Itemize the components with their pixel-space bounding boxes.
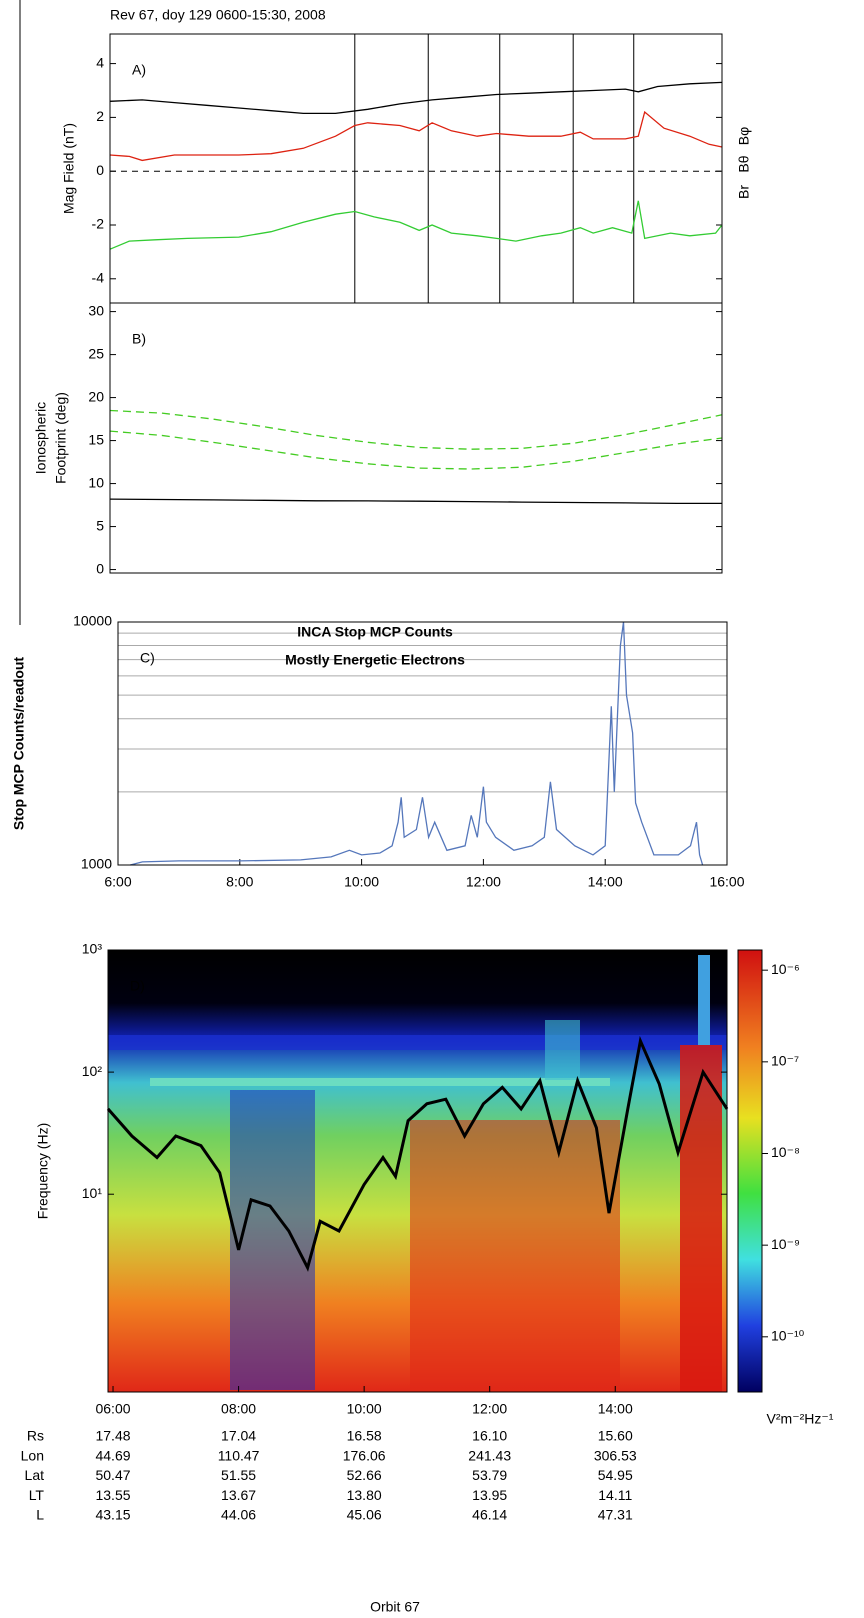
spectrogram — [108, 950, 727, 1392]
row-value: 54.95 — [598, 1467, 633, 1483]
series-line — [109, 81, 723, 115]
series-line — [109, 430, 723, 470]
row-label: Rs — [27, 1428, 44, 1444]
row-value: 46.14 — [472, 1507, 507, 1523]
colorbar-tick-label: 10⁻⁸ — [771, 1144, 800, 1160]
row-value: 14.11 — [598, 1487, 632, 1503]
colorbar-tick-label: 10⁻⁷ — [771, 1053, 799, 1069]
colorbar-label: V²m⁻²Hz⁻¹ — [767, 1411, 834, 1427]
plot-frame — [107, 949, 728, 1393]
row-value: 15.60 — [598, 1428, 633, 1444]
colorbar-tick-label: 10⁻⁶ — [771, 961, 800, 977]
row-label: L — [36, 1507, 44, 1523]
row-value: 44.06 — [221, 1507, 256, 1523]
x-tick-label: 6:00 — [104, 874, 131, 890]
x-tick-label: 12:00 — [472, 1401, 507, 1417]
series-line — [109, 498, 722, 505]
row-value: 110.47 — [218, 1447, 260, 1463]
row-value: 17.04 — [221, 1428, 256, 1444]
colorbar-tick-label: 10⁻⁹ — [771, 1236, 800, 1252]
x-tick-label: 06:00 — [95, 1401, 130, 1417]
x-tick-label: 10:00 — [344, 874, 379, 890]
y-axis-label: Mag Field (nT) — [61, 123, 77, 214]
y-tick-label: 1000 — [81, 856, 112, 872]
row-value: 16.58 — [347, 1428, 382, 1444]
row-value: 13.95 — [472, 1487, 507, 1503]
colorbar-tick-label: 10⁻¹⁰ — [771, 1328, 805, 1344]
y-axis-label: Frequency (Hz) — [35, 1123, 51, 1219]
y-tick-label: -4 — [92, 269, 105, 285]
row-value: 45.06 — [347, 1507, 382, 1523]
series-line — [109, 409, 723, 450]
y-tick-label: 0 — [96, 560, 104, 576]
annotation: Mostly Energetic Electrons — [285, 652, 465, 668]
row-value: 13.80 — [347, 1487, 382, 1503]
panel-label: B) — [132, 331, 146, 347]
legend-entry: Bφ — [736, 127, 752, 145]
y-tick-label: -2 — [92, 216, 105, 232]
row-value: 13.55 — [95, 1487, 130, 1503]
row-value: 51.55 — [221, 1467, 256, 1483]
y-tick-label: 10² — [82, 1063, 103, 1079]
row-value: 47.31 — [598, 1507, 633, 1523]
x-tick-label: 14:00 — [588, 874, 623, 890]
y-tick-label: 10³ — [82, 941, 103, 957]
x-tick-label: 16:00 — [709, 874, 744, 890]
y-tick-label: 10 — [88, 474, 104, 490]
y-tick-label: 30 — [88, 302, 104, 318]
y-axis-label: Stop MCP Counts/readout — [11, 657, 27, 831]
plot-frame — [109, 33, 723, 304]
row-label: Lon — [21, 1447, 44, 1463]
series-line — [130, 621, 704, 866]
row-value: 306.53 — [594, 1447, 637, 1463]
y-tick-label: 0 — [96, 162, 104, 178]
plot-frame — [117, 621, 728, 866]
annotation: INCA Stop MCP Counts — [297, 624, 453, 640]
row-value: 43.15 — [95, 1507, 130, 1523]
y-tick-label: 10000 — [73, 613, 112, 629]
y-tick-label: 4 — [96, 54, 104, 70]
plot-frame — [109, 302, 723, 574]
row-value: 53.79 — [472, 1467, 507, 1483]
row-value: 50.47 — [95, 1467, 130, 1483]
row-value: 52.66 — [347, 1467, 382, 1483]
y-tick-label: 2 — [96, 108, 104, 124]
x-tick-label: 12:00 — [466, 874, 501, 890]
row-value: 16.10 — [472, 1428, 507, 1444]
y-axis-label: Ionospheric — [33, 402, 49, 474]
x-tick-label: 10:00 — [347, 1401, 382, 1417]
y-axis-label: Footprint (deg) — [53, 392, 69, 484]
legend-entry: Br — [736, 185, 752, 199]
y-tick-label: 5 — [96, 517, 104, 533]
y-tick-label: 20 — [88, 388, 104, 404]
series-line — [106, 1035, 729, 1272]
y-tick-label: 15 — [88, 431, 104, 447]
colorbar — [737, 949, 763, 1393]
row-value: 176.06 — [343, 1447, 386, 1463]
x-tick-label: 14:00 — [598, 1401, 633, 1417]
y-tick-label: 10¹ — [82, 1185, 103, 1201]
footer: Orbit 67 — [370, 1599, 420, 1615]
y-tick-label: 25 — [88, 345, 104, 361]
row-value: 241.43 — [468, 1447, 511, 1463]
legend-entry: Bθ — [736, 155, 752, 172]
panel-label: A) — [132, 62, 146, 78]
panel-label: D) — [130, 978, 145, 994]
panel-label: C) — [140, 650, 155, 666]
x-tick-label: 8:00 — [226, 874, 253, 890]
row-value: 13.67 — [221, 1487, 256, 1503]
row-label: Lat — [25, 1467, 45, 1483]
chart-title: Rev 67, doy 129 0600-15:30, 2008 — [110, 7, 326, 23]
series-line — [109, 110, 723, 162]
x-tick-label: 08:00 — [221, 1401, 256, 1417]
row-value: 17.48 — [95, 1428, 130, 1444]
row-label: LT — [29, 1487, 45, 1503]
row-value: 44.69 — [95, 1447, 130, 1463]
series-line — [109, 200, 723, 250]
